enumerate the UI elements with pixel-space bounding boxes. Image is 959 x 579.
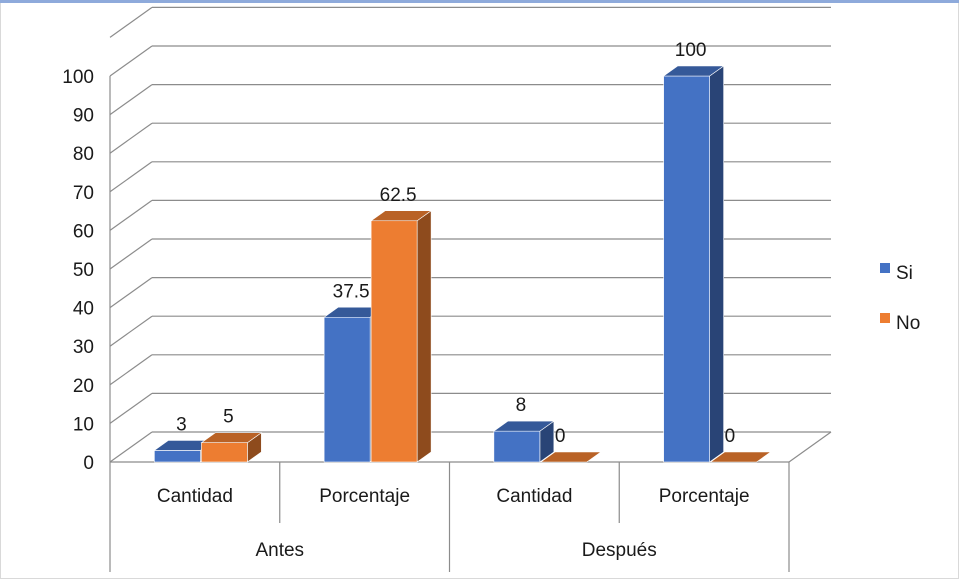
y-tick-label: 100 (62, 67, 94, 88)
y-tick-label: 40 (73, 299, 94, 320)
data-labels: 3 5 37.5 62.5 8 0 100 0 (176, 40, 735, 447)
floor-right-edge (788, 431, 832, 463)
x-axis-categories: Cantidad Porcentaje Cantidad Porcentaje Ante… (109, 462, 790, 572)
gridline-side (109, 161, 153, 193)
bar-no-3 (709, 451, 772, 463)
y-axis-ticks: 0 10 20 30 40 50 60 70 80 90 100 (62, 67, 94, 474)
gridline-side (109, 6, 153, 38)
category-label: Cantidad (496, 486, 572, 507)
gridline-side (109, 199, 153, 231)
data-label: 3 (176, 414, 187, 435)
data-label: 8 (516, 395, 527, 416)
group-label: Antes (255, 540, 304, 561)
y-tick-label: 50 (73, 260, 94, 281)
data-label: 0 (555, 426, 566, 447)
gridline-side (109, 315, 153, 347)
gridline-side (109, 277, 153, 309)
y-tick-label: 90 (73, 106, 94, 127)
bar-no-1 (370, 210, 433, 463)
data-label: 100 (675, 40, 707, 61)
gridline-side (109, 84, 153, 116)
data-label: 37.5 (333, 281, 370, 302)
gridline-side (109, 431, 153, 463)
legend-label-si: Si (896, 263, 913, 284)
legend: Si No (880, 263, 920, 334)
y-tick-label: 60 (73, 221, 94, 242)
y-tick-label: 70 (73, 183, 94, 204)
y-tick-label: 80 (73, 144, 94, 165)
category-label: Porcentaje (659, 486, 750, 507)
y-tick-label: 10 (73, 414, 94, 435)
y-tick-label: 20 (73, 376, 94, 397)
legend-swatch-no (880, 313, 890, 323)
y-tick-label: 0 (83, 453, 94, 474)
category-label: Porcentaje (319, 486, 410, 507)
data-label: 5 (223, 407, 234, 428)
group-label: Después (582, 540, 657, 561)
data-label: 62.5 (380, 185, 417, 206)
top-accent-bar (0, 0, 959, 3)
bar-no-0 (200, 432, 263, 463)
category-label: Cantidad (157, 486, 233, 507)
y-tick-label: 30 (73, 337, 94, 358)
bar-si-2 (492, 420, 555, 463)
bar-si-3 (662, 65, 725, 463)
bars (153, 65, 772, 463)
gridline-side (109, 354, 153, 386)
gridline-side (109, 122, 153, 154)
legend-swatch-si (880, 263, 890, 273)
gridline-side (109, 392, 153, 424)
bar-no-2 (539, 451, 602, 463)
gridline-side (109, 45, 153, 77)
gridline-side (109, 238, 153, 270)
data-label: 0 (725, 426, 736, 447)
legend-label-no: No (896, 313, 920, 334)
